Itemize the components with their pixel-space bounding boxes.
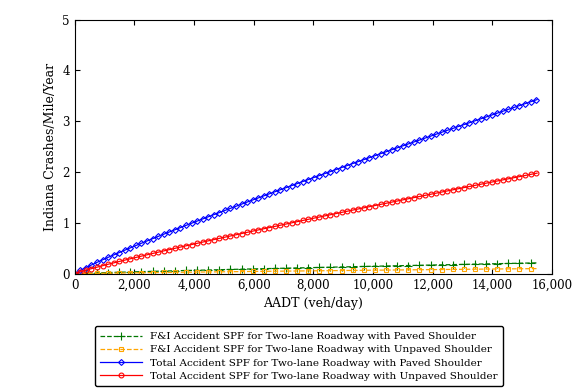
F&I Accident SPF for Two-lane Roadway with Paved Shoulder [347, 264, 354, 269]
F&I Accident SPF for Two-lane Roadway with Unpaved Shoulder [534, 266, 540, 271]
F&I Accident SPF for Two-lane Roadway with Unpaved Shoulder [450, 267, 457, 272]
Legend: F&I Accident SPF for Two-lane Roadway with Paved Shoulder, F&I Accident SPF for : F&I Accident SPF for Two-lane Roadway wi… [95, 326, 503, 386]
Total Accident SPF for Two-lane Roadway with Unpaved Shoulder [523, 173, 530, 178]
Total Accident SPF for Two-lane Roadway with Unpaved Shoulder [294, 219, 301, 224]
Total Accident SPF for Two-lane Roadway with Paved Shoulder [523, 101, 530, 106]
Total Accident SPF for Two-lane Roadway with Paved Shoulder [294, 181, 301, 186]
F&I Accident SPF for Two-lane Roadway with Unpaved Shoulder [294, 269, 301, 273]
F&I Accident SPF for Two-lane Roadway with Paved Shoulder [71, 271, 78, 276]
F&I Accident SPF for Two-lane Roadway with Unpaved Shoulder [291, 269, 298, 273]
F&I Accident SPF for Two-lane Roadway with Unpaved Shoulder [523, 266, 530, 271]
Total Accident SPF for Two-lane Roadway with Unpaved Shoulder [347, 208, 354, 213]
Line: Total Accident SPF for Two-lane Roadway with Paved Shoulder: Total Accident SPF for Two-lane Roadway … [72, 97, 539, 276]
Total Accident SPF for Two-lane Roadway with Unpaved Shoulder [534, 171, 540, 176]
Total Accident SPF for Two-lane Roadway with Paved Shoulder [347, 162, 354, 167]
Line: F&I Accident SPF for Two-lane Roadway with Paved Shoulder: F&I Accident SPF for Two-lane Roadway wi… [71, 259, 541, 278]
Total Accident SPF for Two-lane Roadway with Unpaved Shoulder [291, 220, 298, 224]
F&I Accident SPF for Two-lane Roadway with Unpaved Shoulder [71, 271, 78, 276]
Line: Total Accident SPF for Two-lane Roadway with Unpaved Shoulder: Total Accident SPF for Two-lane Roadway … [72, 171, 539, 276]
X-axis label: AADT (veh/day): AADT (veh/day) [263, 297, 363, 310]
Total Accident SPF for Two-lane Roadway with Unpaved Shoulder [321, 213, 328, 218]
F&I Accident SPF for Two-lane Roadway with Paved Shoulder [291, 265, 298, 270]
F&I Accident SPF for Two-lane Roadway with Unpaved Shoulder [347, 268, 354, 273]
F&I Accident SPF for Two-lane Roadway with Paved Shoulder [294, 265, 301, 270]
Total Accident SPF for Two-lane Roadway with Paved Shoulder [534, 97, 540, 102]
Total Accident SPF for Two-lane Roadway with Unpaved Shoulder [71, 271, 78, 276]
F&I Accident SPF for Two-lane Roadway with Paved Shoulder [321, 265, 328, 270]
Total Accident SPF for Two-lane Roadway with Paved Shoulder [291, 182, 298, 187]
Total Accident SPF for Two-lane Roadway with Paved Shoulder [321, 171, 328, 176]
F&I Accident SPF for Two-lane Roadway with Paved Shoulder [450, 262, 457, 267]
Y-axis label: Indiana Crashes/Mile/Year: Indiana Crashes/Mile/Year [44, 63, 57, 231]
F&I Accident SPF for Two-lane Roadway with Paved Shoulder [523, 261, 530, 265]
F&I Accident SPF for Two-lane Roadway with Unpaved Shoulder [321, 268, 328, 273]
F&I Accident SPF for Two-lane Roadway with Paved Shoulder [534, 260, 540, 265]
Total Accident SPF for Two-lane Roadway with Paved Shoulder [450, 126, 457, 131]
Total Accident SPF for Two-lane Roadway with Paved Shoulder [71, 271, 78, 276]
Total Accident SPF for Two-lane Roadway with Unpaved Shoulder [450, 187, 457, 192]
Line: F&I Accident SPF for Two-lane Roadway with Unpaved Shoulder: F&I Accident SPF for Two-lane Roadway wi… [72, 266, 539, 276]
